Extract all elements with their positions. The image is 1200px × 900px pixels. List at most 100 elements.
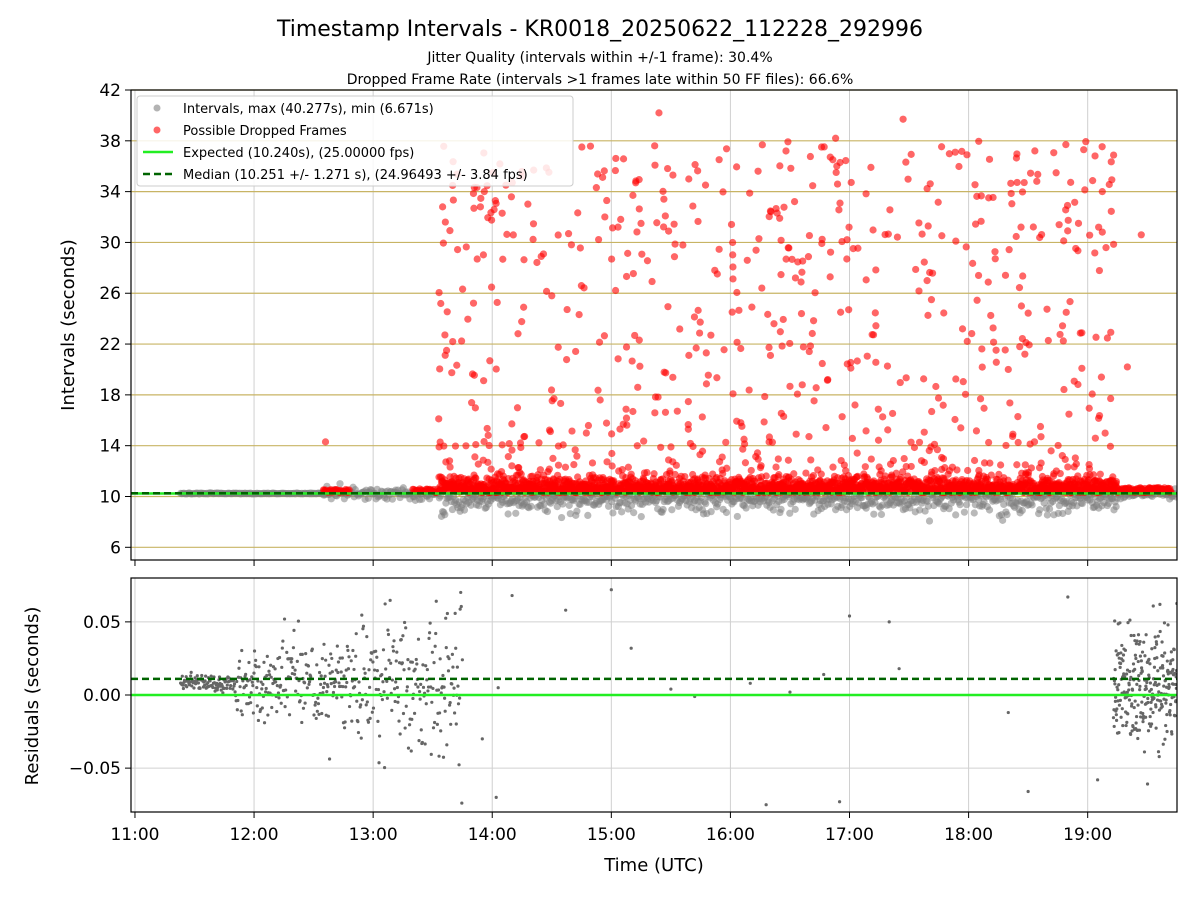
dropped-frame-point: [608, 462, 616, 470]
residual-point: [244, 683, 248, 688]
dropped-frame-point: [872, 358, 880, 366]
dropped-frame-point: [776, 162, 784, 170]
dropped-frame-point: [722, 438, 730, 446]
residual-point: [388, 598, 392, 602]
residual-point: [1169, 650, 1173, 654]
residual-point: [335, 644, 339, 648]
legend-marker-dropped: [153, 126, 161, 134]
dropped-frame-point: [1080, 146, 1088, 154]
dropped-frame-point: [1017, 223, 1025, 231]
residual-point: [441, 673, 445, 678]
dropped-frame-point: [1056, 469, 1064, 478]
residual-point: [419, 682, 423, 686]
residual-point: [323, 674, 327, 678]
dropped-frame-point: [634, 383, 642, 391]
residual-point: [316, 702, 321, 706]
dropped-frame-point: [563, 305, 571, 314]
dropped-frame-point: [445, 457, 454, 465]
residual-point: [381, 648, 386, 652]
dropped-frame-point: [622, 405, 630, 413]
dropped-frame-point: [508, 420, 516, 428]
dropped-frame-point: [487, 465, 495, 473]
residual-point: [1121, 653, 1126, 657]
interval-point: [627, 502, 636, 510]
residual-point: [1165, 659, 1169, 663]
legend-label-intervals: Intervals, max (40.277s), min (6.671s): [183, 102, 434, 117]
dropped-frame-point: [622, 272, 631, 281]
interval-point: [1059, 509, 1067, 518]
interval-point: [877, 510, 886, 519]
dropped-frame-point: [869, 226, 877, 234]
dropped-frame-point: [806, 342, 815, 350]
dropped-frame-point: [964, 466, 972, 475]
dropped-frame-point: [754, 167, 762, 175]
residual-point: [1129, 732, 1133, 736]
dropped-frame-point: [669, 171, 677, 179]
dropped-frame-point: [702, 380, 711, 388]
dropped-frame-point: [638, 250, 646, 258]
residual-point: [262, 721, 267, 725]
residual-point: [448, 703, 452, 707]
dropped-frame-point: [845, 223, 853, 231]
interval-point: [1045, 505, 1054, 513]
residual-point: [1144, 684, 1148, 688]
interval-point: [441, 511, 449, 519]
dropped-frame-point: [1064, 227, 1072, 235]
residual-point: [383, 602, 387, 606]
dropped-frame-point: [545, 465, 553, 473]
residual-point: [351, 648, 355, 653]
dropped-frame-point: [524, 200, 532, 208]
residual-point: [1165, 712, 1169, 717]
interval-point: [336, 480, 344, 488]
residual-point: [369, 658, 373, 662]
residual-point: [454, 722, 458, 726]
residual-point: [1164, 723, 1168, 728]
residual-point: [305, 671, 309, 675]
dropped-frame-point: [854, 472, 862, 480]
residual-point: [329, 652, 333, 656]
dropped-frame-point: [1054, 441, 1062, 450]
dropped-frame-point: [471, 404, 479, 412]
residual-point: [293, 668, 297, 672]
interval-point: [970, 509, 978, 517]
residual-point: [336, 670, 340, 675]
dropped-frame-point: [1043, 305, 1051, 313]
interval-point: [858, 494, 866, 502]
residual-point: [237, 659, 242, 663]
dropped-frame-point: [594, 386, 602, 394]
dropped-frame-point: [780, 412, 788, 421]
residual-point: [1167, 682, 1171, 687]
interval-point: [540, 500, 548, 508]
residual-point: [404, 704, 408, 708]
residual-point: [1126, 712, 1130, 716]
dropped-frame-point: [1062, 141, 1070, 149]
dropped-frame-point: [576, 244, 584, 252]
residual-point: [411, 696, 415, 701]
dropped-frame-point: [614, 355, 622, 363]
interval-point: [1036, 506, 1044, 514]
interval-point: [512, 509, 520, 517]
dropped-frame-point: [1061, 455, 1069, 464]
dropped-frame-point: [564, 230, 573, 238]
residual-point: [298, 699, 302, 703]
dropped-frame-point: [499, 255, 507, 263]
residual-point: [316, 696, 320, 700]
residual-point: [1138, 654, 1142, 658]
residual-point: [1128, 618, 1132, 622]
dropped-frame-point: [760, 418, 768, 426]
residual-point: [432, 720, 437, 725]
residual-point: [362, 667, 366, 671]
residual-point: [280, 646, 284, 650]
residual-point: [431, 686, 435, 691]
dropped-frame-point: [667, 443, 675, 451]
dropped-frame-point: [867, 163, 875, 171]
dropped-frame-point: [794, 258, 802, 266]
residual-point: [430, 650, 434, 654]
dropped-frame-point: [572, 347, 580, 356]
residual-point: [1173, 682, 1177, 687]
dropped-frame-point: [520, 303, 528, 311]
residual-point: [416, 685, 420, 689]
residual-point: [1117, 683, 1121, 687]
residual-point: [374, 649, 378, 653]
residual-point: [424, 664, 428, 668]
